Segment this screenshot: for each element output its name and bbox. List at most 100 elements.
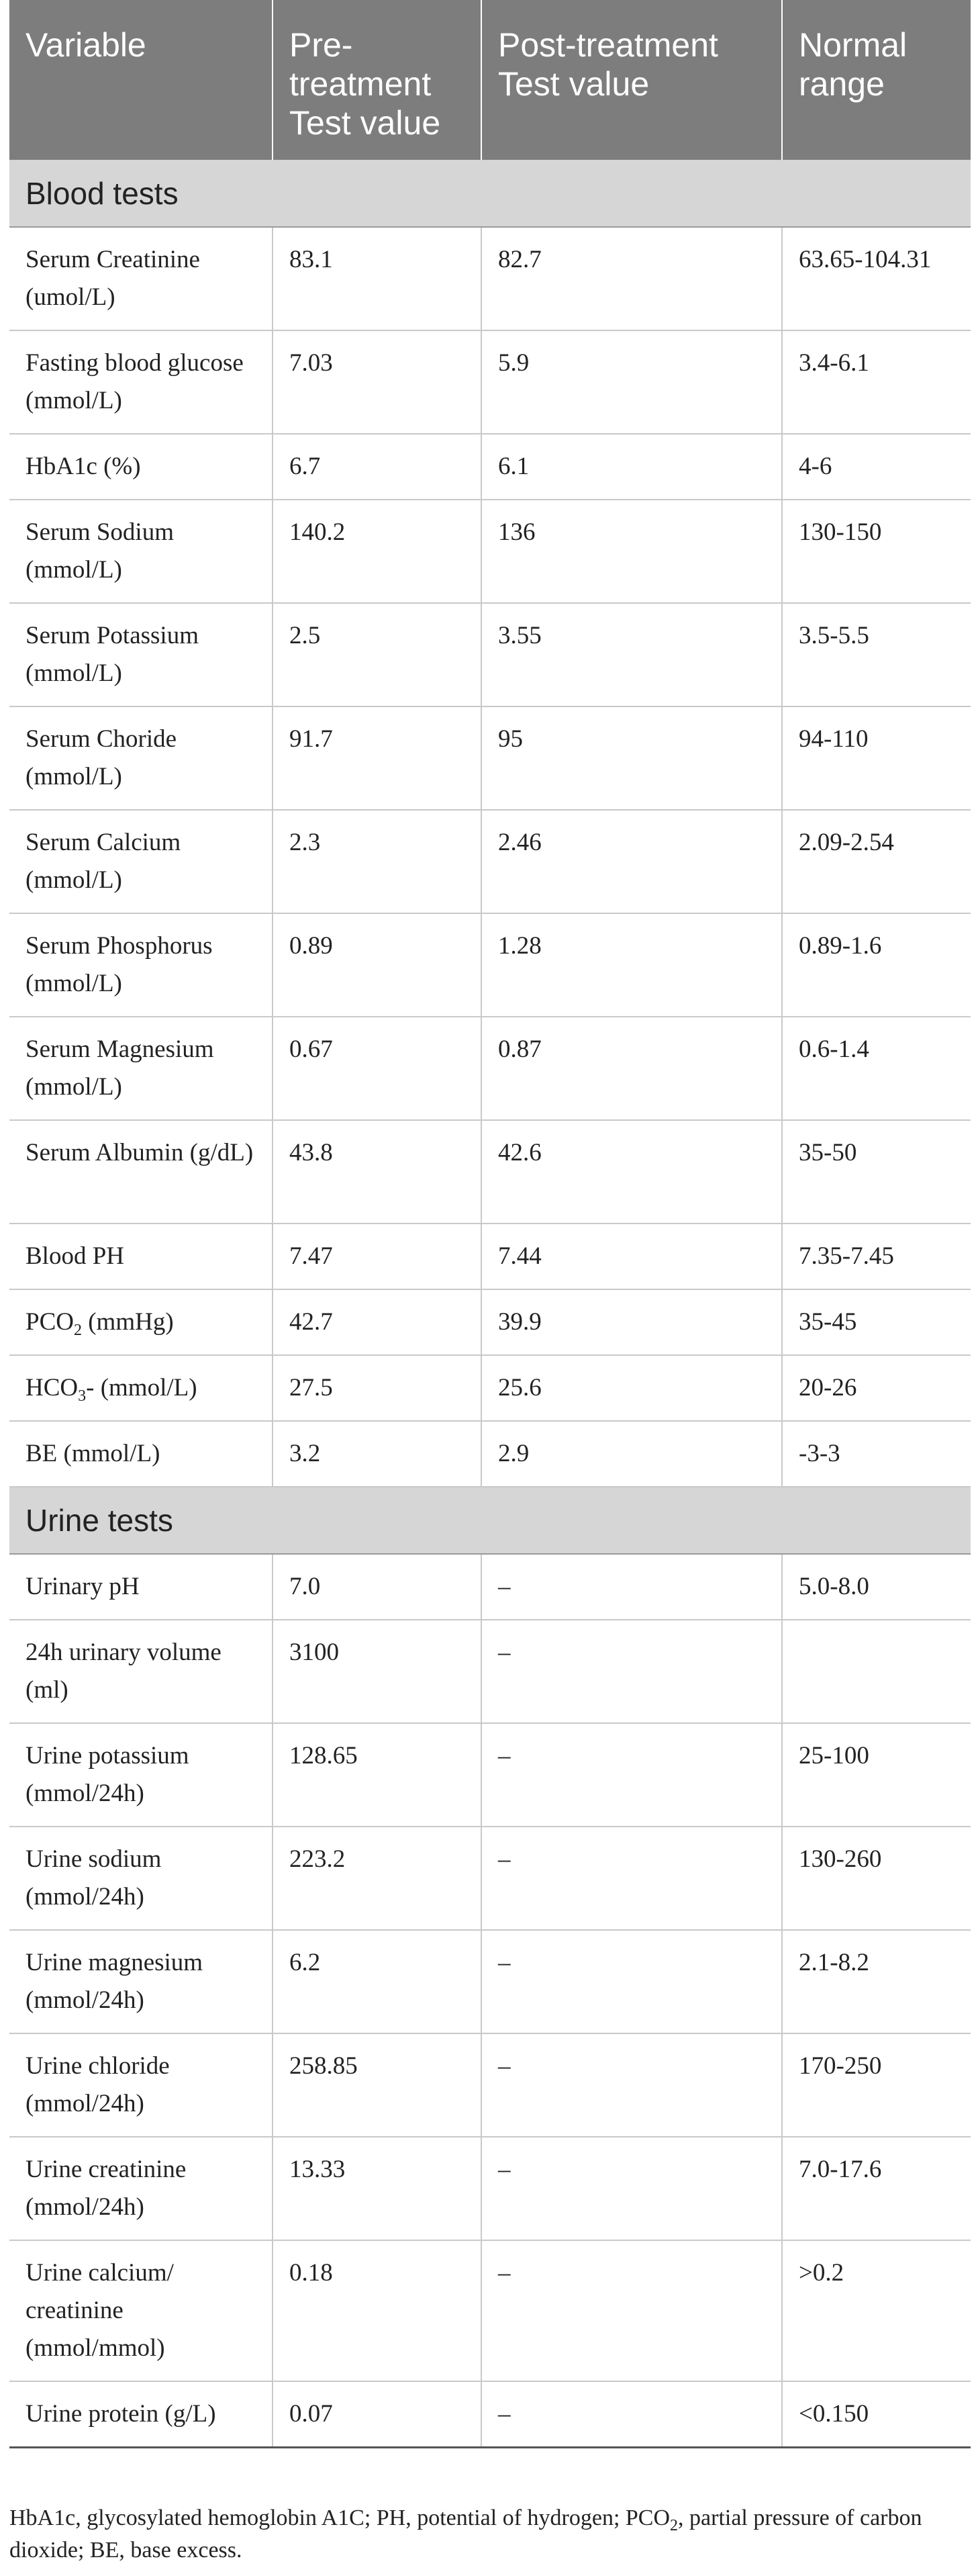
table-row: Serum Phosphorus (mmol/L) 0.89 1.28 0.89…: [9, 913, 971, 1017]
cell-variable: PCO2 (mmHg): [9, 1289, 273, 1356]
cell-post-value: 95: [481, 706, 783, 811]
header-post-treatment: Post-treatment Test value: [481, 0, 783, 160]
cell-normal-range: 2.09-2.54: [782, 810, 971, 914]
cell-pre-value: 0.67: [273, 1017, 482, 1121]
cell-pre-value: 6.7: [273, 434, 482, 500]
cell-normal-range: [782, 1620, 971, 1724]
cell-variable: Urinary pH: [9, 1554, 273, 1620]
table-row: Urine magnesium (mmol/24h) 6.2 – 2.1-8.2: [9, 1930, 971, 2034]
cell-pre-value: 258.85: [273, 2033, 482, 2137]
table-row: Serum Calcium (mmol/L) 2.3 2.46 2.09-2.5…: [9, 810, 971, 914]
variable-subscript: 3: [78, 1387, 87, 1405]
cell-variable: Serum Creatinine (umol/L): [9, 227, 273, 331]
cell-normal-range: -3-3: [782, 1421, 971, 1487]
cell-post-value: 2.46: [481, 810, 783, 914]
table-row: Urine potassium (mmol/24h) 128.65 – 25-1…: [9, 1723, 971, 1827]
table-row: Serum Sodium (mmol/L) 140.2 136 130-150: [9, 500, 971, 604]
cell-post-value: 39.9: [481, 1289, 783, 1356]
footnote-text: HbA1c, glycosylated hemoglobin A1C; PH, …: [9, 2505, 671, 2530]
table-row: Urinary pH 7.0 – 5.0-8.0: [9, 1554, 971, 1620]
cell-pre-value: 3100: [273, 1620, 482, 1724]
cell-post-value: 5.9: [481, 330, 783, 434]
cell-pre-value: 0.89: [273, 913, 482, 1017]
cell-normal-range: 0.89-1.6: [782, 913, 971, 1017]
table-row: Urine creatinine (mmol/24h) 13.33 – 7.0-…: [9, 2137, 971, 2241]
cell-post-value: 2.9: [481, 1421, 783, 1487]
cell-variable: Serum Potassium (mmol/L): [9, 603, 273, 707]
cell-post-value: –: [481, 1554, 783, 1620]
cell-normal-range: 3.4-6.1: [782, 330, 971, 434]
table-row: Fasting blood glucose (mmol/L) 7.03 5.9 …: [9, 330, 971, 434]
footnote-text-continued: , partial pressure of carbon dioxide; BE…: [9, 2505, 922, 2563]
cell-post-value: –: [481, 1620, 783, 1724]
cell-post-value: 0.87: [481, 1017, 783, 1121]
cell-post-value: 3.55: [481, 603, 783, 707]
variable-subscript: 2: [73, 1322, 82, 1339]
cell-variable: Serum Choride (mmol/L): [9, 706, 273, 811]
cell-pre-value: 0.07: [273, 2381, 482, 2448]
cell-variable: Urine protein (g/L): [9, 2381, 273, 2448]
table-row: Serum Creatinine (umol/L) 83.1 82.7 63.6…: [9, 227, 971, 331]
cell-normal-range: 130-260: [782, 1827, 971, 1931]
cell-variable: HCO3- (mmol/L): [9, 1355, 273, 1422]
cell-post-value: 25.6: [481, 1355, 783, 1422]
variable-prefix: HCO: [26, 1374, 79, 1401]
lab-results-table: Variable Pre-treatment Test value Post-t…: [9, 0, 971, 2448]
cell-variable: 24h urinary volume (ml): [9, 1620, 273, 1724]
table-row: HCO3- (mmol/L) 27.5 25.6 20-26: [9, 1355, 971, 1422]
cell-pre-value: 3.2: [273, 1421, 482, 1487]
cell-variable: HbA1c (%): [9, 434, 273, 500]
cell-pre-value: 0.18: [273, 2240, 482, 2382]
cell-variable: Urine sodium (mmol/24h): [9, 1827, 273, 1931]
table-row: Urine calcium/ creatinine (mmol/mmol) 0.…: [9, 2240, 971, 2382]
table-row: Blood PH 7.47 7.44 7.35-7.45: [9, 1224, 971, 1290]
cell-pre-value: 43.8: [273, 1120, 482, 1224]
cell-normal-range: 130-150: [782, 500, 971, 604]
variable-suffix: - (mmol/L): [86, 1374, 197, 1401]
cell-variable: Serum Calcium (mmol/L): [9, 810, 273, 914]
cell-normal-range: >0.2: [782, 2240, 971, 2382]
cell-normal-range: 7.35-7.45: [782, 1224, 971, 1290]
cell-variable: Serum Albumin (g/dL): [9, 1120, 273, 1224]
cell-normal-range: 35-45: [782, 1289, 971, 1356]
section-row-blood-tests: Blood tests: [9, 160, 971, 228]
cell-post-value: 136: [481, 500, 783, 604]
cell-variable: Urine potassium (mmol/24h): [9, 1723, 273, 1827]
cell-variable: Serum Phosphorus (mmol/L): [9, 913, 273, 1017]
table-row: BE (mmol/L) 3.2 2.9 -3-3: [9, 1421, 971, 1487]
table-row: Serum Choride (mmol/L) 91.7 95 94-110: [9, 706, 971, 811]
table-row: HbA1c (%) 6.7 6.1 4-6: [9, 434, 971, 500]
footnote-subscript: 2: [670, 2517, 679, 2534]
header-pre-treatment: Pre-treatment Test value: [273, 0, 482, 160]
section-title-urine-tests: Urine tests: [9, 1487, 971, 1555]
cell-post-value: –: [481, 2137, 783, 2241]
cell-normal-range: 3.5-5.5: [782, 603, 971, 707]
cell-variable: Urine chloride (mmol/24h): [9, 2033, 273, 2137]
cell-pre-value: 140.2: [273, 500, 482, 604]
cell-pre-value: 7.0: [273, 1554, 482, 1620]
cell-normal-range: 170-250: [782, 2033, 971, 2137]
cell-pre-value: 83.1: [273, 227, 482, 331]
cell-post-value: –: [481, 1723, 783, 1827]
cell-post-value: –: [481, 2240, 783, 2382]
cell-pre-value: 27.5: [273, 1355, 482, 1422]
cell-pre-value: 2.5: [273, 603, 482, 707]
cell-normal-range: 7.0-17.6: [782, 2137, 971, 2241]
cell-post-value: –: [481, 1827, 783, 1931]
cell-post-value: 1.28: [481, 913, 783, 1017]
cell-post-value: 6.1: [481, 434, 783, 500]
header-normal-range: Normal range: [782, 0, 971, 160]
cell-variable: Fasting blood glucose (mmol/L): [9, 330, 273, 434]
cell-normal-range: 5.0-8.0: [782, 1554, 971, 1620]
cell-pre-value: 2.3: [273, 810, 482, 914]
cell-post-value: 82.7: [481, 227, 783, 331]
cell-variable: Serum Sodium (mmol/L): [9, 500, 273, 604]
table-row: 24h urinary volume (ml) 3100 –: [9, 1620, 971, 1724]
table-row: Serum Albumin (g/dL) 43.8 42.6 35-50: [9, 1120, 971, 1224]
cell-normal-range: 2.1-8.2: [782, 1930, 971, 2034]
cell-normal-range: 94-110: [782, 706, 971, 811]
cell-variable: Blood PH: [9, 1224, 273, 1290]
table-row: Urine sodium (mmol/24h) 223.2 – 130-260: [9, 1827, 971, 1931]
cell-variable: Serum Magnesium (mmol/L): [9, 1017, 273, 1121]
variable-prefix: PCO: [26, 1308, 74, 1336]
